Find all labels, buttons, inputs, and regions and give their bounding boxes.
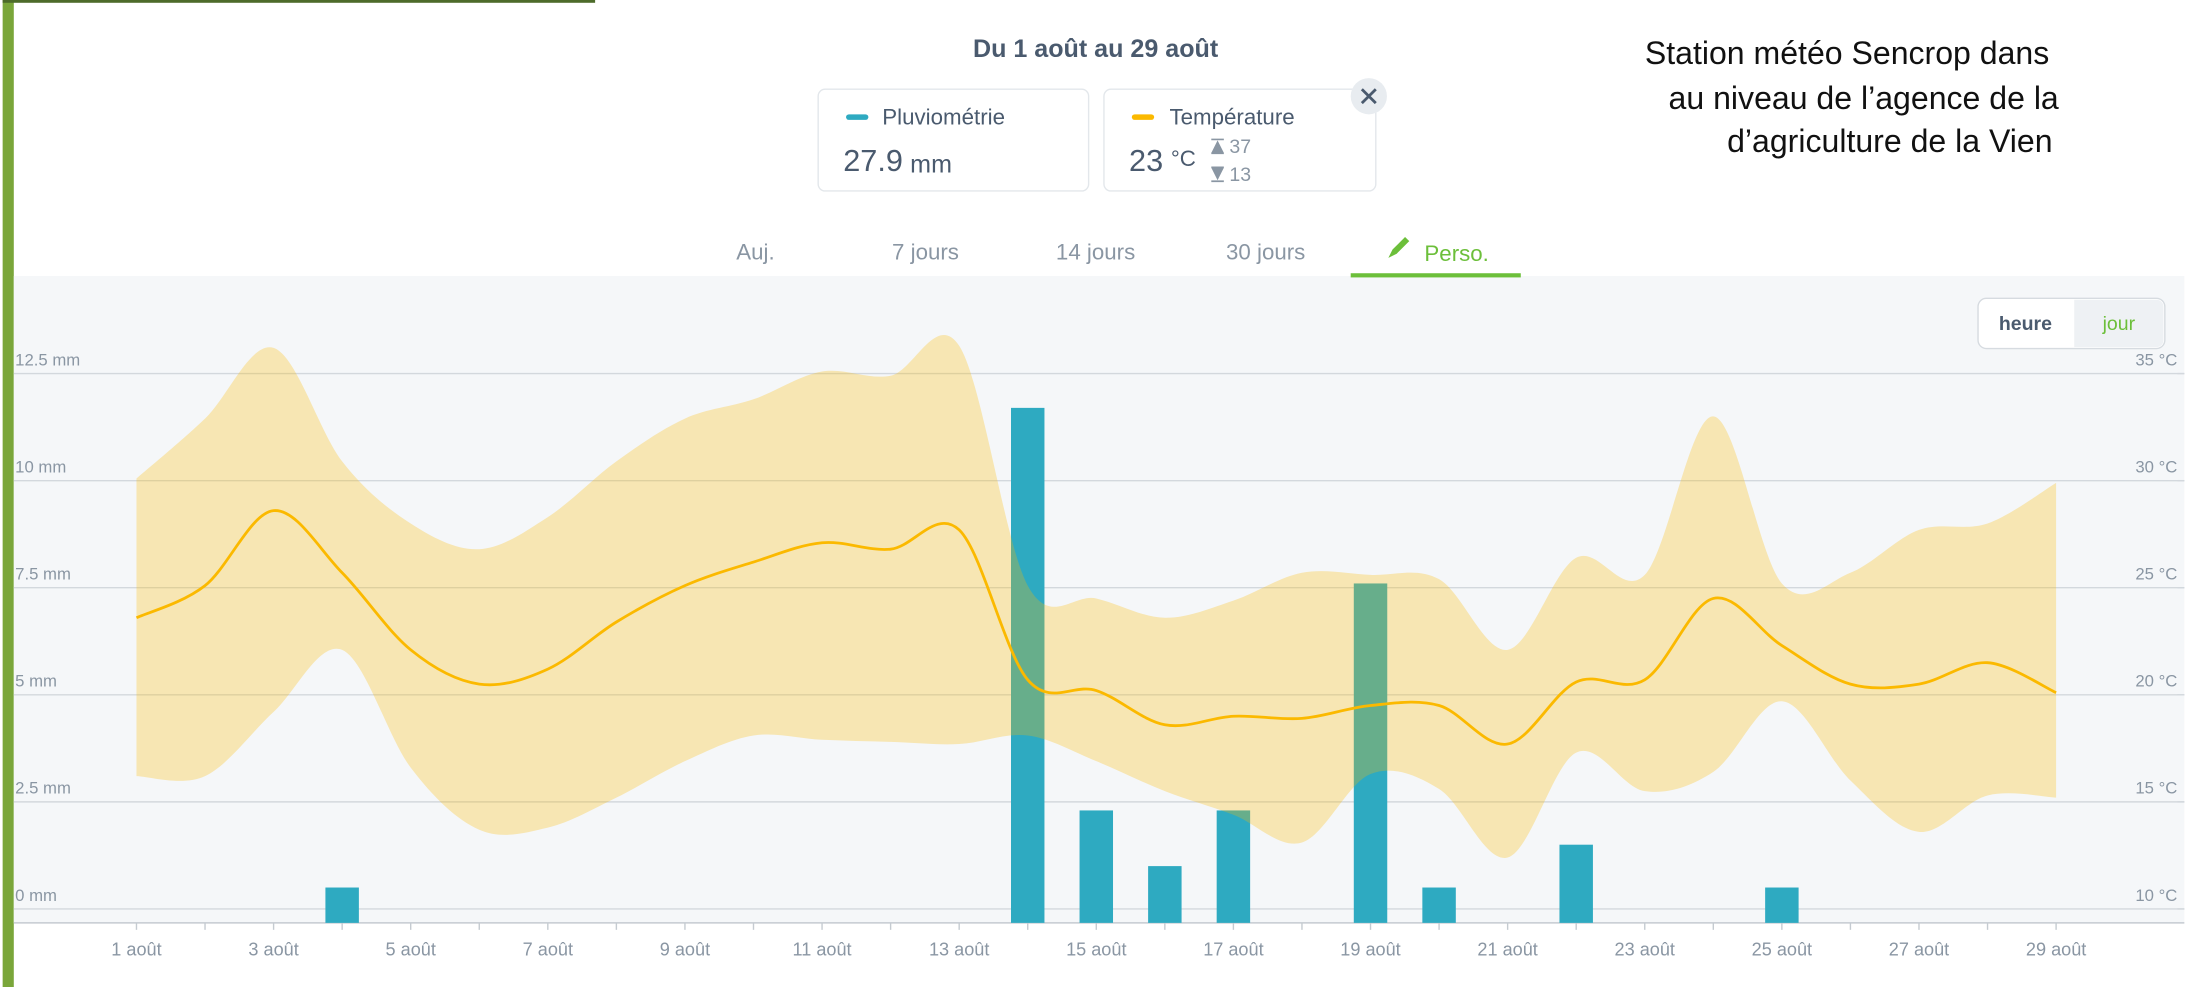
x-tick-label: 3 août	[248, 940, 298, 960]
y2-tick-label: 15 °C	[2135, 779, 2177, 798]
temp-unit: °C	[1171, 146, 1196, 171]
y-tick-label: 2.5 mm	[15, 779, 71, 798]
rain-bar	[1217, 810, 1250, 922]
screen: Du 1 août au 29 août Pluviométrie 27.9 m…	[0, 0, 2187, 987]
y-tick-label: 12.5 mm	[15, 350, 80, 369]
rain-bar	[1559, 845, 1592, 923]
x-tick-label: 9 août	[660, 940, 710, 960]
x-tick-label: 27 août	[1889, 940, 1949, 960]
tab[interactable]: 7 jours	[892, 240, 959, 265]
rain-unit: mm	[910, 151, 952, 179]
rain-legend: Pluviométrie	[882, 104, 1005, 129]
x-tick-label: 11 août	[793, 940, 852, 960]
rain-bar	[1765, 888, 1798, 923]
tab[interactable]: 14 jours	[1056, 240, 1135, 265]
x-tick-label: 23 août	[1615, 940, 1675, 960]
date-range: Du 1 août au 29 août	[973, 35, 1219, 63]
y2-tick-label: 35 °C	[2135, 350, 2177, 369]
rain-bar	[1422, 888, 1455, 923]
y-tick-label: 7.5 mm	[15, 565, 71, 584]
side-text: au niveau de l’agence de la	[1669, 80, 2059, 116]
rain-total: 27.9	[843, 144, 903, 178]
photo-strip	[3, 0, 14, 987]
toggle-option[interactable]: jour	[2102, 313, 2136, 335]
y2-tick-label: 20 °C	[2135, 672, 2177, 691]
y2-tick-label: 25 °C	[2135, 565, 2177, 584]
photo-strip-top	[3, 0, 595, 3]
rain-bar	[325, 888, 358, 923]
y-tick-label: 10 mm	[15, 458, 66, 477]
x-tick-label: 25 août	[1752, 940, 1812, 960]
tab-active[interactable]: Perso.	[1424, 241, 1488, 266]
x-tick-label: 5 août	[386, 940, 436, 960]
x-tick-label: 1 août	[111, 940, 161, 960]
tab-underline	[1351, 273, 1521, 277]
x-tick-label: 7 août	[523, 940, 573, 960]
temp-legend: Température	[1169, 104, 1294, 129]
x-tick-label: 17 août	[1203, 940, 1263, 960]
temp-min: 13	[1229, 164, 1251, 186]
tab[interactable]: 30 jours	[1226, 240, 1305, 265]
x-tick-label: 29 août	[2026, 940, 2086, 960]
rain-bar	[1080, 810, 1113, 922]
x-tick-label: 19 août	[1340, 940, 1400, 960]
y-tick-label: 5 mm	[15, 672, 57, 691]
temp-average: 23	[1129, 144, 1163, 178]
tab[interactable]: Auj.	[736, 240, 774, 265]
y-tick-label: 0 mm	[15, 886, 57, 905]
side-text: d’agriculture de la Vien	[1727, 123, 2052, 159]
x-tick-label: 15 août	[1066, 940, 1126, 960]
x-tick-label: 13 août	[929, 940, 989, 960]
temp-max: 37	[1229, 136, 1251, 158]
side-text: Station météo Sencrop dans	[1645, 35, 2049, 71]
x-tick-label: 21 août	[1477, 940, 1537, 960]
rain-bar	[1148, 866, 1181, 923]
y2-tick-label: 10 °C	[2135, 886, 2177, 905]
rain-legend-swatch	[846, 114, 868, 120]
toggle-option[interactable]: heure	[1999, 313, 2052, 335]
temp-legend-swatch	[1132, 114, 1154, 120]
page: Du 1 août au 29 août Pluviométrie 27.9 m…	[0, 0, 2187, 987]
y2-tick-label: 30 °C	[2135, 458, 2177, 477]
